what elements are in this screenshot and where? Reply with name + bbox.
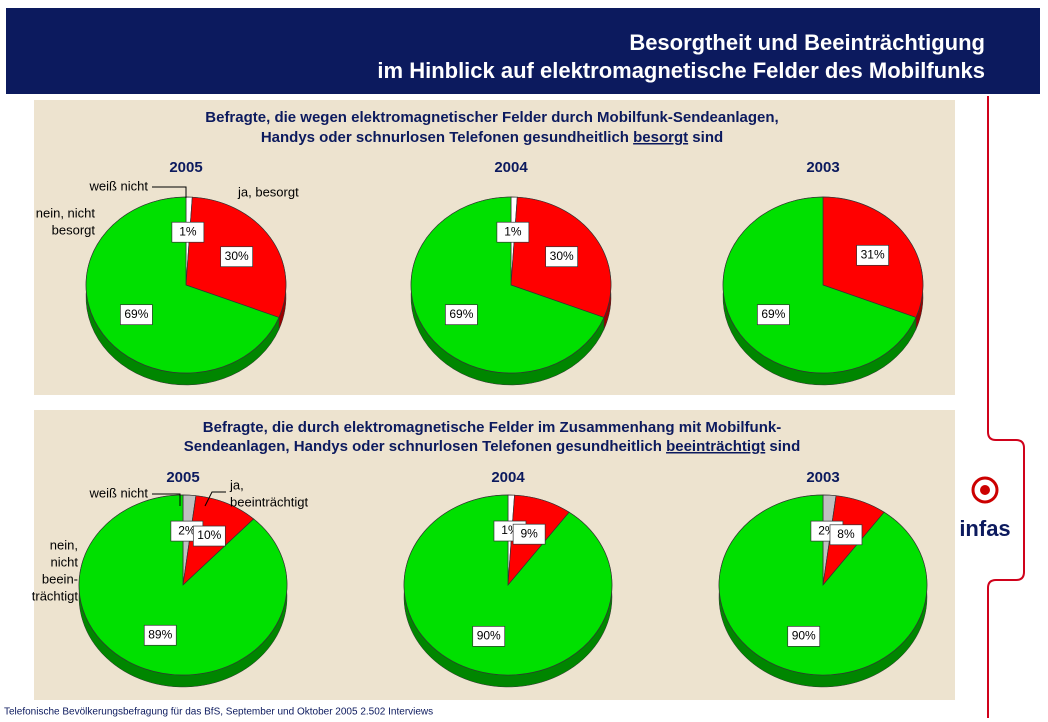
- logo-icon: [980, 485, 990, 495]
- bracket-line: [987, 96, 1025, 718]
- category-label: beeinträchtigt: [230, 494, 308, 509]
- pie-slice: [722, 196, 917, 374]
- logo: infas: [959, 476, 1011, 541]
- panel-title: Befragte, die wegen elektromagnetischer …: [205, 109, 778, 126]
- pie-slice: [718, 494, 928, 676]
- panel-title-part: sind: [688, 129, 723, 146]
- pie-slice: [410, 196, 605, 374]
- value-label-box: [445, 304, 478, 326]
- value-label: 1%: [179, 224, 197, 238]
- pie-title: 2005: [166, 469, 199, 486]
- value-label: 1%: [504, 224, 522, 238]
- panel-title-emphasis: besorgt: [633, 129, 688, 146]
- value-label-box: [856, 244, 889, 266]
- panel-title-part: Handys oder schnurlosen Telefonen gesund…: [261, 129, 633, 146]
- category-label: ja, besorgt: [237, 184, 299, 199]
- category-label: weiß nicht: [88, 178, 148, 193]
- value-label: 90%: [792, 629, 816, 643]
- category-label: nein, nicht: [36, 205, 96, 220]
- pie-slice: [403, 494, 613, 676]
- value-label-box: [192, 525, 226, 547]
- value-label-box: [472, 626, 506, 647]
- value-label: 9%: [520, 526, 538, 540]
- value-label: 8%: [837, 527, 855, 541]
- value-label-box: [220, 246, 254, 268]
- panel-title-part: Befragte, die wegen elektromagnetischer …: [205, 109, 778, 126]
- value-label: 69%: [124, 307, 148, 321]
- panel-title: Sendeanlagen, Handys oder schnurlosen Te…: [184, 438, 801, 455]
- value-label-box: [787, 626, 821, 647]
- value-label-box: [512, 523, 546, 545]
- value-label-box: [757, 304, 790, 326]
- pie-title: 2003: [806, 159, 839, 176]
- value-label-box: [496, 221, 530, 243]
- pie-title: 2005: [169, 159, 202, 176]
- value-label: 31%: [861, 247, 885, 261]
- value-label: 69%: [761, 307, 785, 321]
- pie-title: 2003: [806, 469, 839, 486]
- panel-title-part: sind: [765, 438, 800, 455]
- value-label: 90%: [477, 629, 501, 643]
- pie-title: 2004: [494, 159, 528, 176]
- value-label: 2%: [178, 523, 196, 537]
- value-label: 10%: [197, 528, 221, 542]
- category-label: nein,: [50, 537, 78, 552]
- value-label: 69%: [449, 307, 473, 321]
- panel-title: Handys oder schnurlosen Telefonen gesund…: [261, 129, 723, 146]
- header-bar: [6, 8, 1040, 94]
- value-label: 89%: [148, 627, 172, 641]
- panel-title-part: Befragte, die durch elektromagnetische F…: [203, 419, 781, 436]
- pie-title: 2004: [491, 469, 525, 486]
- header-title: im Hinblick auf elektromagnetische Felde…: [377, 58, 985, 83]
- value-label: 30%: [550, 249, 574, 263]
- pie-slice: [78, 494, 288, 676]
- value-label-box: [545, 246, 579, 268]
- category-label: trächtigt: [32, 588, 79, 603]
- value-label-box: [120, 304, 153, 326]
- value-label-box: [829, 524, 863, 546]
- leader-line: [152, 493, 181, 506]
- category-label: besorgt: [52, 222, 96, 237]
- category-label: ja,: [229, 477, 244, 492]
- logo-text: infas: [959, 516, 1010, 541]
- panel-title-emphasis: beeinträchtigt: [666, 438, 765, 455]
- category-label: weiß nicht: [88, 485, 148, 500]
- value-label: 30%: [225, 249, 249, 263]
- value-label-box: [143, 624, 177, 646]
- panel-title: Befragte, die durch elektromagnetische F…: [203, 419, 781, 436]
- pie-slice: [85, 196, 280, 374]
- footer: Telefonische Bevölkerungsbefragung für d…: [4, 707, 433, 718]
- value-label-box: [171, 221, 205, 243]
- logo-icon: [971, 476, 999, 504]
- category-label: beein-: [42, 571, 78, 586]
- panel-title-part: Sendeanlagen, Handys oder schnurlosen Te…: [184, 438, 666, 455]
- header-title: Besorgtheit und Beeinträchtigung: [629, 30, 985, 55]
- category-label: nicht: [51, 554, 79, 569]
- leader-line: [204, 491, 226, 507]
- leader-line: [152, 186, 187, 198]
